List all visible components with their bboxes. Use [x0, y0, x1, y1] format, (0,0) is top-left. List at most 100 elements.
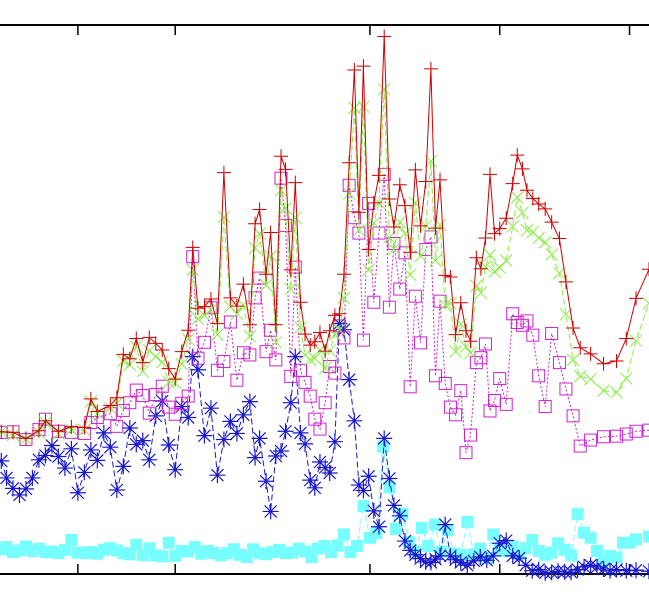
series-0-point-69 — [428, 221, 443, 236]
series-3-point-65 — [371, 518, 388, 535]
series-0-point-17 — [148, 336, 163, 351]
series-1-point-77 — [470, 279, 483, 293]
series-0-point-57 — [366, 195, 381, 210]
series-4-point-79 — [506, 540, 519, 553]
series-3-point-20 — [121, 419, 138, 436]
series-3-point-106 — [618, 562, 635, 579]
series-0-point-46 — [312, 325, 327, 340]
series-4-point-76 — [487, 528, 500, 541]
series-0-point-59 — [377, 29, 392, 44]
series-3-point-40 — [247, 449, 264, 466]
series-2-point-74 — [454, 384, 468, 398]
series-1-point-81 — [488, 265, 501, 278]
series-2-point-93 — [559, 382, 573, 396]
series-0-point-56 — [361, 242, 376, 257]
series-2-point-64 — [403, 380, 417, 394]
series-1-point-45 — [308, 351, 322, 365]
series-0-point-74 — [453, 295, 468, 310]
series-3-point-55 — [321, 464, 338, 481]
series-3-point-26 — [160, 436, 177, 453]
series-2-point-56 — [362, 196, 376, 210]
series-0-point-48 — [322, 323, 337, 338]
series-2-point-45 — [308, 412, 322, 426]
series-4-point-88 — [565, 549, 578, 562]
series-2-point-43 — [298, 375, 312, 389]
series-1-point-72 — [444, 296, 457, 310]
series-2-point-73 — [449, 408, 463, 422]
series-0-point-65 — [408, 162, 423, 177]
series-3-point-60 — [346, 412, 363, 429]
series-2-point-69 — [428, 369, 442, 383]
series-1-point-98 — [610, 385, 623, 399]
series-2-point-85 — [510, 316, 524, 330]
series-2-point-97 — [597, 430, 611, 444]
series-3-point-78 — [437, 516, 454, 533]
series-3-point-62 — [355, 482, 372, 499]
series-3-point-5 — [24, 469, 41, 486]
series-0-point-99 — [619, 331, 634, 346]
series-2-point-38 — [274, 171, 288, 185]
series-3-point-63 — [360, 468, 377, 485]
series-0-point-24 — [190, 301, 205, 316]
series-3-point-88 — [498, 532, 515, 549]
series-1-point-56 — [362, 263, 375, 277]
series-3-point-9 — [50, 448, 67, 465]
series-0-point-101 — [642, 262, 649, 277]
series-3-point-42 — [258, 473, 275, 490]
series-0-point-92 — [552, 231, 567, 246]
series-3-point-89 — [504, 547, 521, 564]
series-0-point-29 — [223, 290, 238, 305]
series-0-point-15 — [135, 355, 150, 370]
series-2-point-30 — [230, 373, 244, 387]
series-2-point-77 — [469, 356, 483, 370]
series-1-point-80 — [483, 248, 497, 262]
series-4-point-20 — [123, 548, 136, 561]
series-1-point-69 — [429, 254, 442, 267]
series-1-point-84 — [506, 220, 520, 233]
series-3-point-31 — [189, 361, 206, 378]
series-3-point-12 — [69, 484, 86, 501]
series-0-point-58 — [372, 168, 387, 183]
series-3-point-82 — [459, 557, 476, 574]
series-2-point-70 — [433, 294, 447, 308]
series-0-point-39 — [278, 162, 293, 177]
series-3-point-27 — [167, 461, 184, 478]
series-2-point-33 — [248, 291, 262, 305]
series-3-point-93 — [530, 561, 547, 578]
series-3-point-17 — [102, 439, 119, 456]
series-1-point-63 — [398, 227, 412, 240]
series-2-point-65 — [408, 289, 422, 303]
series-2-point-32 — [243, 348, 257, 362]
series-1-point-97 — [597, 384, 610, 397]
series-1-point-41 — [288, 211, 302, 225]
series-1-point-62 — [393, 215, 407, 229]
series-2-point-89 — [532, 369, 546, 383]
series-3-point-69 — [391, 507, 408, 524]
series-3-point-3 — [11, 486, 28, 503]
series-0-point-35 — [259, 267, 274, 282]
series-2-point-60 — [382, 300, 396, 314]
series-0-point-23 — [185, 240, 200, 255]
series-2-point-71 — [438, 376, 452, 390]
series-0-point-50 — [332, 306, 347, 321]
series-3-point-75 — [422, 554, 439, 571]
series-3-point-84 — [472, 548, 489, 565]
series-layer — [0, 29, 649, 581]
series-2-point-96 — [584, 433, 598, 447]
series-3-point-0 — [0, 452, 10, 469]
series-2-point-92 — [552, 356, 566, 370]
series-4-point-95 — [610, 551, 623, 564]
series-0-point-60 — [382, 192, 397, 207]
series-2-point-47 — [318, 396, 332, 410]
series-1-point-59 — [377, 82, 391, 96]
series-0-point-37 — [268, 317, 283, 332]
series-0-point-52 — [342, 155, 357, 170]
series-0-point-19 — [161, 361, 176, 376]
series-2-point-72 — [443, 400, 457, 414]
series-3-point-100 — [576, 558, 593, 575]
series-0-point-73 — [448, 327, 463, 342]
series-3-point-98 — [563, 564, 580, 581]
series-3-point-29 — [180, 409, 197, 426]
series-2-point-49 — [328, 366, 342, 380]
series-3-point-64 — [365, 502, 382, 519]
